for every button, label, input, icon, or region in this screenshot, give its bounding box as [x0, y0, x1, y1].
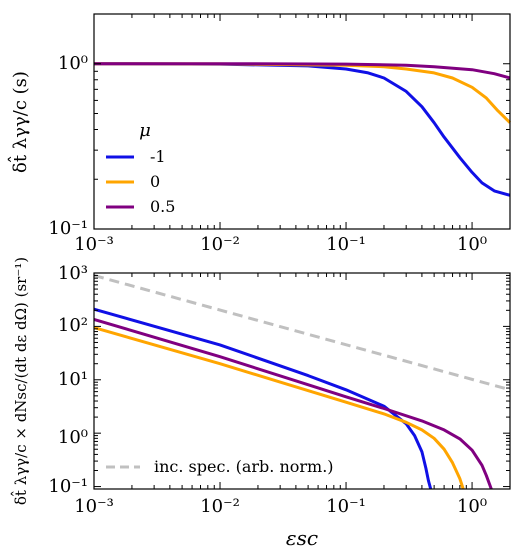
bottom-ytick-label-0: 10⁻¹	[48, 476, 88, 497]
bottom-ytick-label-4: 10³	[58, 263, 88, 284]
top-y-axis-label: δt̂ λγγ/c (s)	[6, 71, 31, 173]
bottom-series-layer	[93, 273, 511, 490]
bottom-y-axis-label: δt̂ λγγ/c × dNsc/(dt dε dΩ) (sr⁻¹)	[11, 257, 30, 505]
legend-title: μ	[139, 120, 151, 141]
bottom-xtick-label-3: 10⁰	[457, 496, 487, 517]
bottom-series-line-2	[93, 317, 493, 490]
legend-label-inc-spec: inc. spec. (arb. norm.)	[154, 457, 334, 476]
legend-label-series-0: -1	[150, 147, 166, 166]
bottom-plot-frame	[93, 272, 511, 490]
bottom-series-line-3	[93, 273, 511, 392]
top-panel: 10⁻³ 10⁻² 10⁻¹ 10⁰ 10⁻¹ 10⁰ δt̂ λγγ/c (s…	[6, 13, 512, 255]
bottom-xtick-label-2: 10⁻¹	[326, 496, 366, 517]
bottom-xtick-label-1: 10⁻²	[200, 496, 240, 517]
top-series-line-0	[93, 62, 511, 197]
top-legend: μ -1 0 0.5	[106, 120, 175, 216]
bottom-xtick-label-0: 10⁻³	[74, 496, 114, 517]
bottom-series-line-1	[93, 326, 465, 490]
bottom-ytick-label-2: 10¹	[58, 369, 88, 390]
bottom-ticks-layer	[93, 272, 511, 490]
top-xtick-label-0: 10⁻³	[74, 234, 114, 255]
top-xtick-label-2: 10⁻¹	[326, 234, 366, 255]
top-series-line-2	[94, 62, 511, 80]
bottom-ytick-label-1: 10⁰	[58, 427, 88, 448]
top-ytick-label-0: 10⁻¹	[48, 218, 88, 239]
top-series-line-1	[93, 62, 512, 124]
legend-label-series-2: 0.5	[150, 197, 175, 216]
top-plot-frame	[93, 13, 511, 230]
legend-label-series-1: 0	[150, 172, 160, 191]
top-xtick-label-3: 10⁰	[457, 234, 487, 255]
bottom-panel: 10⁻³ 10⁻² 10⁻¹ 10⁰ 10⁻¹ 10⁰ 10¹ 10² 10³ …	[11, 257, 511, 550]
top-series-layer	[93, 62, 512, 197]
bottom-legend: inc. spec. (arb. norm.)	[106, 457, 334, 476]
bottom-ytick-label-3: 10²	[58, 315, 88, 336]
bottom-x-axis-label: εsc	[286, 526, 318, 550]
top-xtick-label-1: 10⁻²	[200, 234, 240, 255]
top-ytick-label-1: 10⁰	[58, 53, 88, 74]
